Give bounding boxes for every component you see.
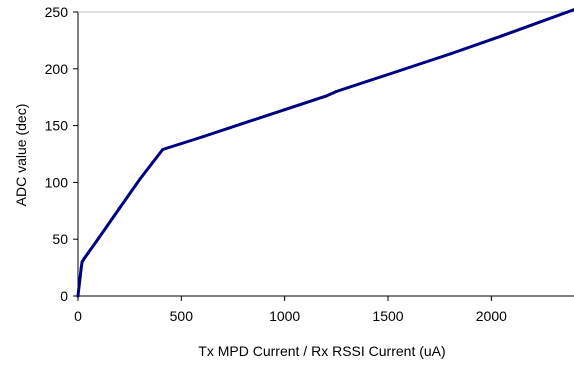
y-tick-label: 0 (60, 288, 68, 304)
data-point (118, 207, 121, 210)
data-point (500, 34, 503, 37)
series-line (78, 10, 574, 296)
x-tick-label: 2000 (476, 308, 507, 324)
data-point (83, 257, 86, 260)
data-point (77, 295, 80, 298)
data-point (81, 260, 84, 263)
y-tick-label: 200 (45, 61, 69, 77)
y-tick-label: 250 (45, 4, 69, 20)
data-point (161, 148, 164, 151)
x-tick-label: 0 (74, 308, 82, 324)
x-tick-label: 1000 (269, 308, 300, 324)
data-point (387, 73, 390, 76)
series-layer (77, 8, 574, 297)
data-point (80, 267, 83, 270)
x-axis-label: Tx MPD Current / Rx RSSI Current (uA) (198, 343, 445, 359)
data-point (79, 276, 82, 279)
y-axis-label: ADC value (dec) (13, 104, 29, 207)
data-point (97, 237, 100, 240)
data-point (283, 108, 286, 111)
data-point (201, 135, 204, 138)
data-point (78, 285, 81, 288)
y-tick-label: 50 (52, 231, 68, 247)
data-point (87, 251, 90, 254)
y-tick-label: 150 (45, 118, 69, 134)
data-point (325, 95, 328, 98)
data-point (449, 53, 452, 56)
x-tick-label: 500 (170, 308, 194, 324)
data-point (139, 177, 142, 180)
tick-marks: 0 50 100 150 200 250 0 500 1000 1500 2000 (45, 4, 507, 324)
x-tick-label: 1500 (372, 308, 403, 324)
y-tick-label: 100 (45, 174, 69, 190)
data-point (335, 90, 338, 93)
axes (78, 12, 574, 296)
data-point (242, 122, 245, 125)
